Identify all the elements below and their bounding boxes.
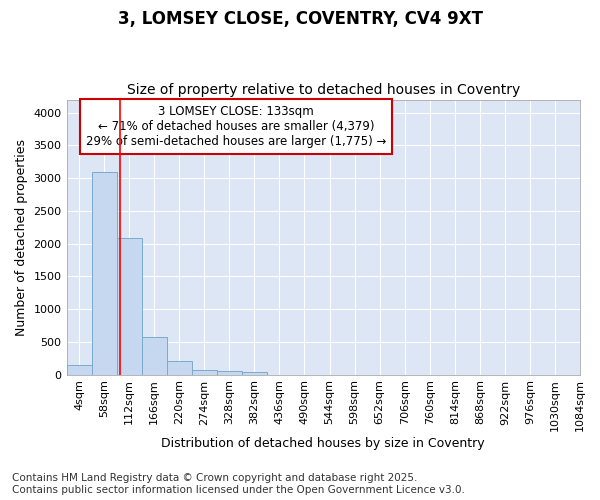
X-axis label: Distribution of detached houses by size in Coventry: Distribution of detached houses by size … bbox=[161, 437, 485, 450]
Text: 3, LOMSEY CLOSE, COVENTRY, CV4 9XT: 3, LOMSEY CLOSE, COVENTRY, CV4 9XT bbox=[118, 10, 482, 28]
Bar bbox=[142, 337, 167, 374]
Bar bbox=[167, 362, 192, 374]
Bar bbox=[92, 172, 116, 374]
Text: Contains HM Land Registry data © Crown copyright and database right 2025.
Contai: Contains HM Land Registry data © Crown c… bbox=[12, 474, 465, 495]
Bar bbox=[242, 372, 267, 374]
Text: 3 LOMSEY CLOSE: 133sqm
← 71% of detached houses are smaller (4,379)
29% of semi-: 3 LOMSEY CLOSE: 133sqm ← 71% of detached… bbox=[86, 105, 386, 148]
Bar bbox=[192, 370, 217, 374]
Bar bbox=[217, 371, 242, 374]
Title: Size of property relative to detached houses in Coventry: Size of property relative to detached ho… bbox=[127, 83, 520, 97]
Y-axis label: Number of detached properties: Number of detached properties bbox=[15, 138, 28, 336]
Bar bbox=[67, 366, 92, 374]
Bar bbox=[116, 238, 142, 374]
